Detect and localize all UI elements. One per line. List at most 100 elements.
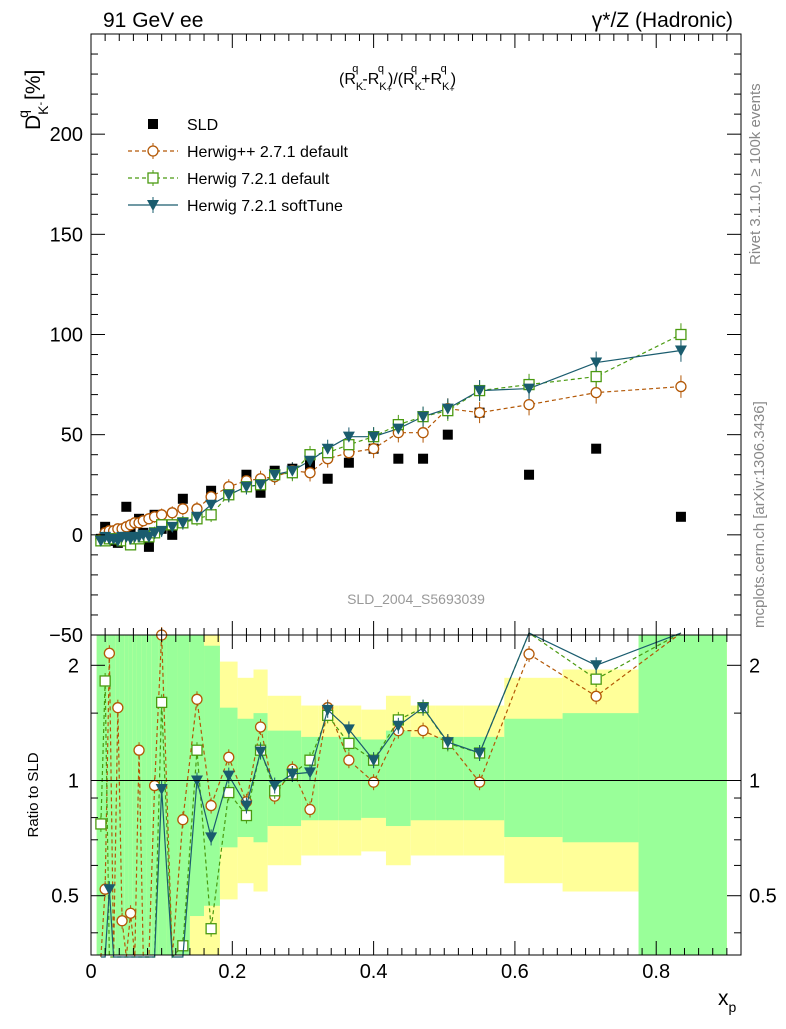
main-ytick-label: 200 (50, 124, 83, 146)
ylabel-subsup: - (35, 101, 47, 105)
ratio-band-inner (107, 635, 112, 955)
main-point-sld (241, 469, 252, 480)
main-point-herwig-721-softtune (222, 489, 235, 501)
ratio-point-herwig-721 (205, 923, 217, 935)
header-right: γ*/Z (Hadronic) (592, 9, 733, 32)
ratio-point-herwig-721-softtune (417, 702, 430, 714)
ylabel-d: D (22, 115, 45, 130)
main-point-herwig-721-softtune (523, 383, 536, 395)
ratio-ytick-label-right: 1 (749, 771, 760, 793)
main-point-herwigpp-271 (675, 380, 687, 393)
main-point-herwig-721-softtune (417, 411, 430, 423)
ratio-ytick-label: 0.5 (51, 886, 79, 908)
ratio-band-inner (237, 718, 254, 838)
main-point-sld (177, 493, 188, 504)
main-point-herwigpp-271 (166, 507, 178, 519)
ratio-band-inner (410, 736, 436, 821)
formula-q1: q (352, 63, 358, 75)
ratio-band-inner (111, 635, 116, 955)
legend-marker-herwig-721-softtune (147, 200, 159, 211)
ratio-point-herwig-721 (156, 696, 168, 709)
ratio-point-herwig-721-softtune (240, 800, 253, 812)
ratio-point-herwigpp-271 (103, 647, 116, 659)
ratio-ytick-label: 2 (68, 655, 79, 677)
main-point-herwig-721-softtune (674, 345, 687, 357)
main-point-herwig-721-softtune (473, 385, 486, 397)
main-point-herwig-721-softtune (392, 423, 405, 435)
ratio-band-inner (119, 635, 125, 955)
ratio-point-herwigpp-271 (254, 721, 267, 733)
main-point-herwigpp-271 (156, 509, 168, 521)
formula-close: ) (451, 71, 456, 88)
ratio-band-inner (103, 635, 108, 955)
ratio-band-inner (146, 635, 152, 955)
ratio-band-inner (96, 635, 104, 955)
main-point-sld (143, 541, 154, 552)
formula-annotation: (RK-q-RK+q)/(RK-q+RK+q) (339, 63, 456, 94)
formula-open: (R (339, 71, 356, 88)
main-point-herwigpp-271 (177, 503, 189, 515)
header-left: 91 GeV ee (103, 9, 203, 32)
formula-q2: q (378, 63, 384, 75)
ratio-band-inner (124, 635, 129, 955)
ratio-point-herwigpp-271 (473, 776, 486, 788)
xtick-label: 0.6 (501, 961, 529, 983)
main-point-sld (418, 453, 429, 464)
main-point-herwig-721-softtune (190, 511, 203, 523)
main-panel-data (94, 323, 687, 552)
legend-label-herwig-721: Herwig 7.2.1 default (187, 171, 330, 188)
ratio-line-herwigpp-271 (100, 632, 682, 958)
ratio-ytick-label-right: 0.5 (749, 886, 777, 908)
formula-q3: q (411, 63, 417, 75)
ratio-point-herwig-721 (590, 673, 602, 685)
xlabel-main: x (718, 987, 729, 1010)
main-point-sld (591, 443, 602, 454)
ratio-point-herwig-721-softtune (342, 724, 355, 736)
main-point-herwigpp-271 (417, 427, 429, 439)
ratio-point-herwig-721-softtune (222, 770, 235, 782)
ratio-point-herwigpp-271 (343, 754, 355, 766)
ratio-point-herwigpp-271 (191, 693, 203, 705)
ratio-point-herwig-721-softtune (367, 755, 380, 767)
ratio-band-inner (136, 635, 142, 955)
ratio-point-herwig-721-softtune (205, 832, 218, 844)
ratio-point-herwigpp-271 (112, 702, 124, 714)
ratio-point-herwig-721 (191, 744, 203, 756)
ratio-point-herwig-721 (99, 675, 111, 687)
xtick-label: 0.2 (218, 961, 246, 983)
xtick-label: 0.4 (360, 961, 388, 983)
main-point-herwig-721-softtune (254, 479, 267, 491)
main-point-herwig-721-softtune (166, 521, 179, 533)
ratio-point-herwig-721-softtune (473, 748, 486, 760)
mcplots-label: mcplots.cern.ch [arXiv:1306.3436] (751, 401, 768, 628)
formula-sup3: - (422, 84, 425, 94)
ratio-point-herwig-721-softtune (304, 767, 317, 779)
legend: SLD Herwig++ 2.7.1 default Herwig 7.2.1 de… (128, 117, 349, 215)
main-y-axis-label: DK- q [%] (15, 70, 51, 130)
xtick-label: 0 (85, 961, 96, 983)
ratio-ytick-label-right: 2 (749, 655, 760, 677)
main-point-herwigpp-271 (367, 443, 380, 455)
main-point-herwig-721-softtune (321, 443, 334, 455)
formula-sup2: + (387, 84, 392, 94)
ratio-point-herwigpp-271 (116, 915, 128, 927)
main-point-sld (343, 457, 354, 468)
legend-label-sld: SLD (187, 117, 218, 134)
legend-marker-herwigpp-271 (147, 145, 159, 157)
main-point-sld (393, 453, 404, 464)
main-point-sld (100, 521, 111, 532)
ratio-point-herwig-721 (343, 737, 355, 750)
main-point-herwig-721-softtune (286, 465, 299, 477)
ratio-point-herwigpp-271 (177, 814, 189, 826)
ratio-band-inner (128, 635, 133, 955)
ratio-band-inner (204, 645, 220, 906)
ratio-point-herwig-721-softtune (254, 746, 267, 758)
ratio-band-inner (638, 635, 727, 955)
ylabel-sub: K (35, 105, 51, 115)
ratio-band-inner (267, 730, 284, 827)
x-axis-label: xp (718, 987, 737, 1015)
xtick-label: 0.8 (642, 961, 670, 983)
ratio-point-herwig-721-softtune (268, 780, 281, 792)
main-point-herwig-721-softtune (205, 499, 218, 511)
